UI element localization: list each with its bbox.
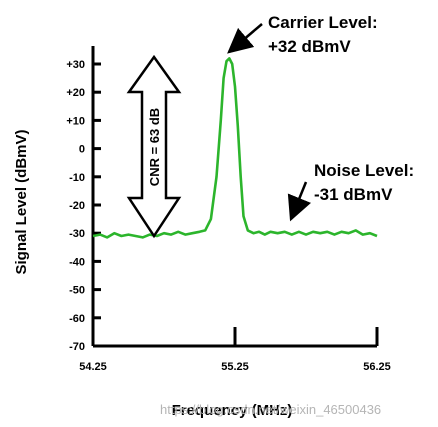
noise-label-line1: Noise Level: <box>314 161 414 180</box>
y-tick-label: -40 <box>69 256 85 268</box>
y-tick-label: -70 <box>69 341 85 353</box>
y-tick-label: +30 <box>66 59 85 71</box>
y-tick-label: -30 <box>69 228 85 240</box>
watermark: https://blog.csdn.net/weixin_46500436 <box>160 402 381 417</box>
x-axis-title: Frequency (MHz) <box>172 402 293 419</box>
cnr-double-arrow: CNR = 63 dB <box>126 54 182 239</box>
x-tick-label: 54.25 <box>79 361 107 373</box>
cnr-label: CNR = 63 dB <box>147 108 162 186</box>
x-ticks: 54.25 55.25 56.25 <box>79 327 391 373</box>
noise-annotation: Noise Level: -31 dBmV <box>287 161 414 222</box>
y-tick-label: -20 <box>69 200 85 212</box>
series-line <box>92 57 378 239</box>
x-tick-label: 55.25 <box>221 361 249 373</box>
y-ticks: +30 +20 +10 0 -10 -20 -30 -40 -50 -60 -70 <box>66 59 101 353</box>
noise-arrow <box>287 181 312 222</box>
carrier-annotation: Carrier Level: +32 dBmV <box>227 13 378 56</box>
x-tick-label: 56.25 <box>363 361 391 373</box>
y-tick-label: +20 <box>66 87 85 99</box>
y-tick-label: 0 <box>79 144 85 156</box>
y-tick-label: +10 <box>66 115 85 127</box>
carrier-arrow <box>227 23 263 54</box>
y-axis-title: Signal Level (dBmV) <box>13 129 30 274</box>
y-tick-label: -50 <box>69 285 85 297</box>
carrier-label-line1: Carrier Level: <box>268 13 378 32</box>
y-tick-label: -10 <box>69 172 85 184</box>
y-tick-label: -60 <box>69 313 85 325</box>
carrier-label-line2: +32 dBmV <box>268 37 351 56</box>
noise-label-line2: -31 dBmV <box>314 185 393 204</box>
